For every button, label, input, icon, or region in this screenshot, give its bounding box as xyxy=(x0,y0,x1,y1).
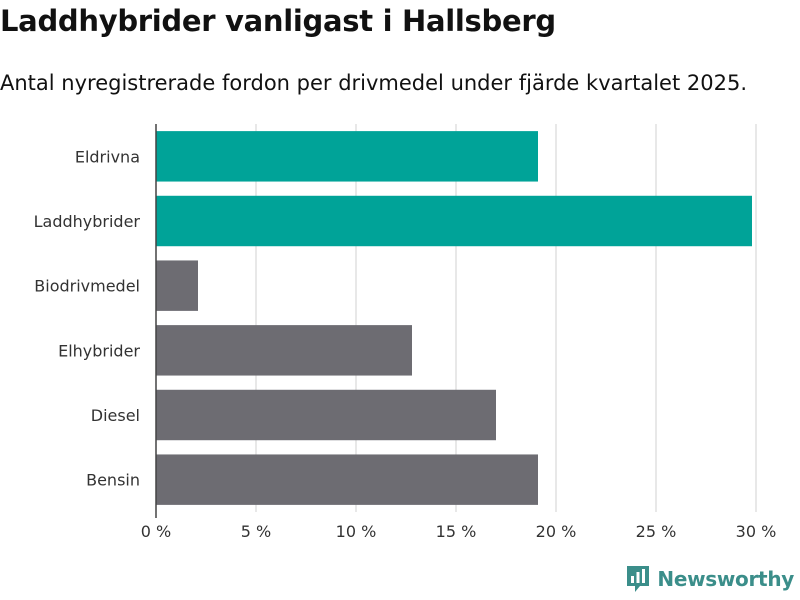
category-label-diesel: Diesel xyxy=(91,406,140,425)
x-tick-label-30: 30 % xyxy=(736,522,777,541)
category-label-eldrivna: Eldrivna xyxy=(75,147,140,166)
bar-elhybrider xyxy=(156,325,412,376)
x-tick-label-0: 0 % xyxy=(141,522,171,541)
x-tick-label-15: 15 % xyxy=(436,522,477,541)
bar-biodrivmedel xyxy=(156,260,198,311)
brand-name: Newsworthy xyxy=(657,567,794,591)
x-tick-label-20: 20 % xyxy=(536,522,577,541)
x-tick-label-25: 25 % xyxy=(636,522,677,541)
brand-logo: Newsworthy xyxy=(625,564,794,594)
chart-title: Laddhybrider vanligast i Hallsberg xyxy=(0,4,556,38)
category-label-bensin: Bensin xyxy=(86,471,140,490)
category-label-elhybrider: Elhybrider xyxy=(58,341,140,360)
bar-diesel xyxy=(156,389,496,441)
category-label-laddhybrider: Laddhybrider xyxy=(34,212,141,231)
bar-eldrivna xyxy=(156,131,538,182)
bar-bensin xyxy=(156,454,538,505)
bar-chart-badge-icon xyxy=(627,566,650,592)
category-label-biodrivmedel: Biodrivmedel xyxy=(34,277,140,296)
chart-subtitle: Antal nyregistrerade fordon per drivmede… xyxy=(0,71,748,95)
x-tick-label-5: 5 % xyxy=(241,522,271,541)
x-tick-label-10: 10 % xyxy=(336,522,377,541)
bar-laddhybrider xyxy=(156,195,752,247)
